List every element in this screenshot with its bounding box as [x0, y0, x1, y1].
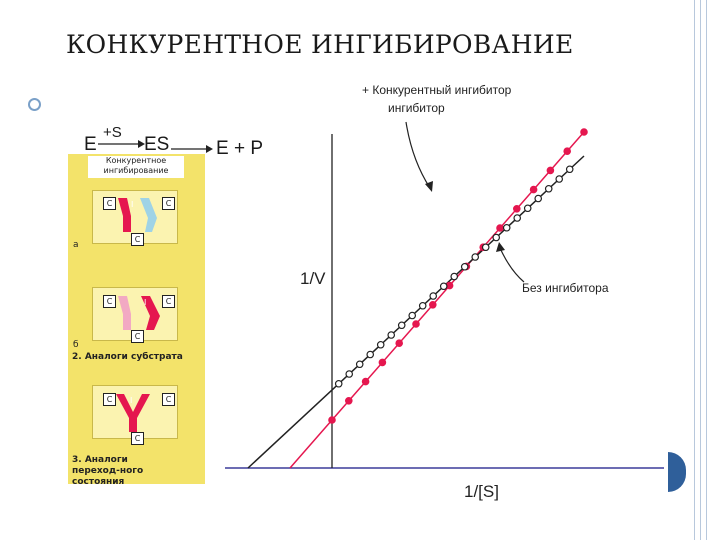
- legend-no-inhibitor: Без ингибитора: [522, 281, 609, 295]
- series-line-no-inhibitor: [247, 155, 585, 469]
- marker-inhibitor: [546, 166, 555, 175]
- substrate-analog-label: 2. Аналоги субстрата: [72, 352, 183, 362]
- marker-no-inhibitor: [460, 262, 469, 271]
- marker-no-inhibitor: [355, 360, 364, 369]
- marker-inhibitor: [580, 128, 588, 136]
- marker-inhibitor: [344, 396, 353, 405]
- marker-no-inhibitor: [397, 321, 406, 330]
- marker-no-inhibitor: [408, 311, 417, 320]
- enzyme-label: E: [84, 134, 97, 155]
- transition-analog-label: 3. Аналоги переход-ного состояния: [72, 455, 144, 487]
- marker-no-inhibitor: [492, 233, 501, 242]
- products-label: E + P: [216, 138, 263, 159]
- marker-inhibitor: [512, 205, 521, 213]
- site-c-b3: C: [131, 330, 144, 343]
- y-axis-label: 1/V: [300, 269, 326, 288]
- marker-no-inhibitor: [555, 175, 564, 183]
- x-axis-label: 1/[S]: [464, 482, 499, 501]
- complex-label: ES: [144, 134, 170, 155]
- site-c-c3: C: [131, 432, 144, 445]
- inhibitor-shape-c: [116, 394, 150, 432]
- marker-no-inhibitor: [523, 204, 532, 213]
- arrow-no-inhibitor: [499, 247, 525, 283]
- marker-inhibitor: [395, 339, 404, 348]
- marker-inhibitor: [328, 416, 336, 424]
- bullet-icon: [28, 98, 41, 111]
- arrow-no-inhibitor-head: [496, 242, 505, 252]
- marker-no-inhibitor: [334, 379, 343, 388]
- marker-inhibitor: [529, 185, 538, 194]
- marker-no-inhibitor: [502, 223, 511, 232]
- site-c-a2: C: [162, 197, 175, 210]
- site-c-b1: C: [103, 295, 116, 308]
- slide-title: КОНКУРЕНТНОЕ ИНГИБИРОВАНИЕ: [66, 30, 574, 59]
- substrate-shape-a: [140, 198, 157, 232]
- legend-inhibitor-cont: ингибитор: [388, 101, 445, 115]
- inhibitor-i-a: I: [131, 200, 134, 209]
- marker-inhibitor: [361, 377, 370, 386]
- site-c-b2: C: [162, 295, 175, 308]
- marker-no-inhibitor: [544, 184, 553, 193]
- marker-inhibitor: [412, 320, 420, 328]
- marker-no-inhibitor: [418, 301, 427, 310]
- legend-inhibitor: + Конкурентный ингибитор: [362, 83, 512, 97]
- panel-letter-b: б: [73, 340, 79, 350]
- marker-inhibitor: [428, 300, 437, 309]
- accent-tab: [668, 452, 686, 492]
- marker-inhibitor: [496, 224, 504, 232]
- marker-inhibitor: [378, 358, 387, 367]
- arrow-inhibitor: [405, 121, 431, 189]
- inhibitor-shape-a: [118, 198, 131, 232]
- substrate-label: +S: [103, 124, 122, 141]
- site-c-c1: C: [103, 393, 116, 406]
- frame-line-2: [700, 0, 701, 540]
- inhibitor-shape-b: [141, 296, 160, 330]
- marker-no-inhibitor: [513, 214, 522, 222]
- marker-no-inhibitor: [429, 292, 438, 300]
- marker-no-inhibitor: [481, 243, 490, 252]
- inhibitor-i-b: I: [144, 298, 147, 307]
- inhibitor-i-c: I: [130, 396, 133, 405]
- marker-no-inhibitor: [565, 165, 574, 174]
- marker-no-inhibitor: [534, 194, 543, 203]
- marker-inhibitor: [563, 147, 572, 156]
- site-c-a1: C: [103, 197, 116, 210]
- site-c-c2: C: [162, 393, 175, 406]
- marker-no-inhibitor: [439, 282, 448, 291]
- marker-no-inhibitor: [471, 253, 480, 261]
- marker-no-inhibitor: [376, 340, 385, 349]
- marker-no-inhibitor: [387, 331, 396, 339]
- marker-no-inhibitor: [366, 350, 375, 359]
- panel-caption: Конкурентное ингибирование: [88, 156, 184, 178]
- panel-letter-a: а: [73, 240, 79, 250]
- marker-no-inhibitor: [345, 370, 354, 378]
- arrow-inhibitor-head: [425, 181, 433, 192]
- frame-line-1: [694, 0, 695, 540]
- marker-no-inhibitor: [450, 272, 459, 281]
- frame-line-3: [706, 0, 707, 540]
- site-c-a3: C: [131, 233, 144, 246]
- substrate-shape-b: [118, 296, 131, 330]
